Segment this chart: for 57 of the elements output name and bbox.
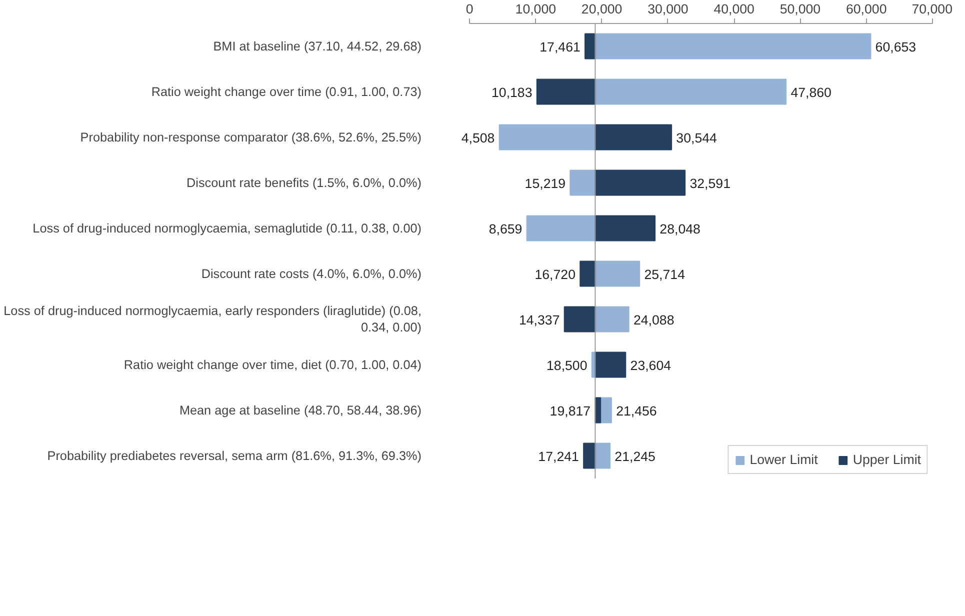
y-tick-label: Discount rate benefits (1.5%, 6.0%, 0.0%) xyxy=(186,176,422,190)
x-tick-label: 60,000 xyxy=(846,2,887,16)
y-tick-label: Mean age at baseline (48.70, 58.44, 38.96) xyxy=(179,403,422,418)
bar xyxy=(536,78,596,105)
y-tick-label: Loss of drug-induced normoglycaemia, semaglutide (0.11, 0.38, 0.00) xyxy=(32,221,422,236)
data-label: 23,604 xyxy=(630,358,672,373)
y-tick-label: Loss of drug-induced normoglycaemia, early responders (liraglutide) (0.08, 0.34, 0.00) xyxy=(4,304,422,335)
data-label: 16,720 xyxy=(534,266,576,282)
y-tick-label: Probability prediabetes reversal, sema arm (81.6%, 91.3%, 69.3%) xyxy=(47,448,422,463)
data-label: 10,183 xyxy=(491,84,532,100)
bar xyxy=(570,170,596,196)
data-label: 47,860 xyxy=(790,84,832,100)
bar xyxy=(526,215,596,242)
legend-label: Upper Limit xyxy=(852,452,921,467)
data-label: 17,461 xyxy=(540,39,580,54)
data-label: 21,456 xyxy=(616,403,657,418)
legend-label: Lower Limit xyxy=(750,452,818,467)
bar xyxy=(594,215,656,242)
data-label: 19,817 xyxy=(550,403,591,418)
data-label: 60,653 xyxy=(875,39,916,54)
y-tick-label: Probability non-response comparator (38.6%, 52.6%, 25.5%) xyxy=(80,130,422,144)
bar xyxy=(498,124,596,150)
bar xyxy=(594,306,630,332)
bar xyxy=(594,78,787,105)
x-tick-label: 0 xyxy=(466,2,474,16)
data-label: 18,500 xyxy=(546,358,588,373)
data-label: 15,219 xyxy=(524,176,566,191)
x-tick-label: 10,000 xyxy=(515,2,556,16)
bar xyxy=(580,260,596,287)
bar xyxy=(594,442,611,469)
x-tick-label: 20,000 xyxy=(581,2,622,16)
data-label: 21,245 xyxy=(614,448,656,464)
data-label: 28,048 xyxy=(660,221,700,236)
bar xyxy=(583,442,596,469)
y-tick-label: Discount rate costs (4.0%, 6.0%, 0.0%) xyxy=(201,266,422,281)
data-label: 14,337 xyxy=(518,312,560,328)
x-tick-label: 50,000 xyxy=(780,2,821,16)
bar xyxy=(584,33,596,60)
data-label: 4,508 xyxy=(461,130,495,146)
bar xyxy=(564,306,596,332)
bar xyxy=(594,33,872,60)
x-tick-label: 70,000 xyxy=(912,2,952,16)
y-tick-label: BMI at baseline (37.10, 44.52, 29.68) xyxy=(213,39,422,54)
data-label: 8,659 xyxy=(488,221,522,236)
bar xyxy=(594,124,672,150)
x-tick-label: 40,000 xyxy=(714,2,754,16)
data-label: 32,591 xyxy=(690,176,730,191)
bar xyxy=(594,260,640,287)
data-label: 25,714 xyxy=(644,266,686,282)
y-tick-label: Ratio weight change over time, diet (0.70, 1.00, 0.04) xyxy=(124,358,422,372)
data-label: 30,544 xyxy=(676,130,718,146)
bar xyxy=(594,352,626,378)
y-tick-label: Ratio weight change over time (0.91, 1.00, 0.73) xyxy=(151,84,422,99)
bar xyxy=(594,170,686,196)
x-tick-label: 30,000 xyxy=(648,2,688,16)
data-label: 24,088 xyxy=(633,312,674,328)
data-label: 17,241 xyxy=(538,448,579,464)
